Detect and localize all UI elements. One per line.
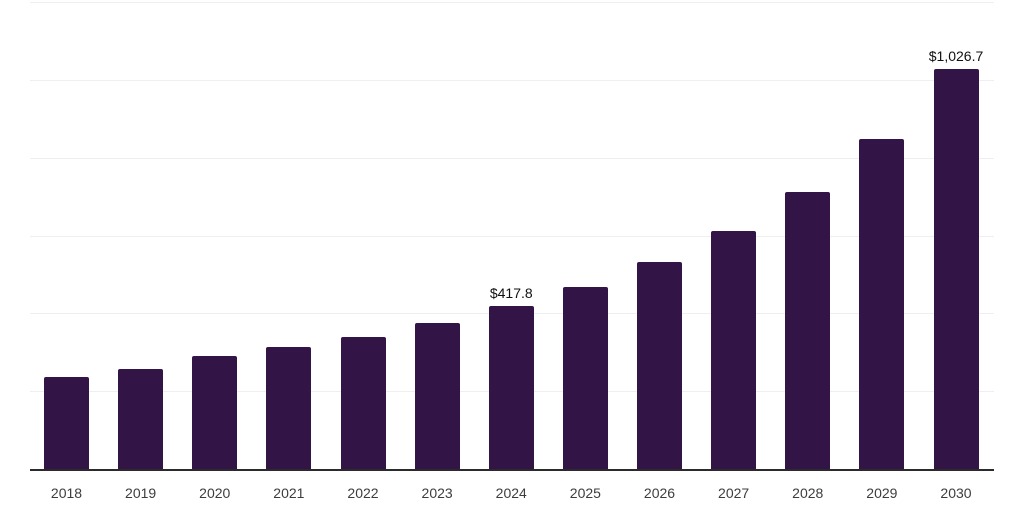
x-tick-label-2021: 2021 — [273, 485, 305, 501]
bar-2026 — [637, 262, 682, 469]
gridline — [30, 157, 994, 159]
x-tick-label-2023: 2023 — [421, 485, 453, 501]
x-tick-label-2019: 2019 — [125, 485, 157, 501]
bar-2018 — [44, 377, 89, 469]
bar-2029 — [859, 139, 905, 469]
gridline — [30, 235, 994, 237]
x-tick-label-2022: 2022 — [347, 485, 379, 501]
x-tick-label-2029: 2029 — [866, 485, 898, 501]
x-tick-label-2027: 2027 — [718, 485, 750, 501]
bar-2025 — [562, 287, 608, 469]
x-tick-label-2025: 2025 — [569, 485, 601, 501]
x-tick-label-2026: 2026 — [643, 485, 676, 501]
x-tick-label-2020: 2020 — [199, 485, 231, 501]
x-axis-line — [30, 468, 994, 471]
x-tick-label-2018: 2018 — [50, 485, 83, 501]
x-tick-label-2030: 2030 — [940, 485, 972, 501]
x-tick-label-2028: 2028 — [792, 485, 824, 501]
bar-2028 — [785, 191, 831, 469]
value-label-2030: $1,026.7 — [928, 48, 984, 65]
bar-2021 — [266, 346, 312, 469]
bar-2022 — [340, 337, 386, 469]
value-label-2024: $417.8 — [489, 285, 533, 302]
bar-2024 — [488, 306, 534, 469]
bar-2019 — [118, 368, 164, 469]
bar-2020 — [192, 355, 238, 469]
bar-2027 — [711, 231, 757, 469]
bar-2023 — [414, 323, 460, 469]
gridline — [30, 2, 994, 3]
x-tick-label-2024: 2024 — [495, 485, 527, 501]
bar-2030 — [933, 69, 979, 469]
gridline — [30, 79, 994, 81]
